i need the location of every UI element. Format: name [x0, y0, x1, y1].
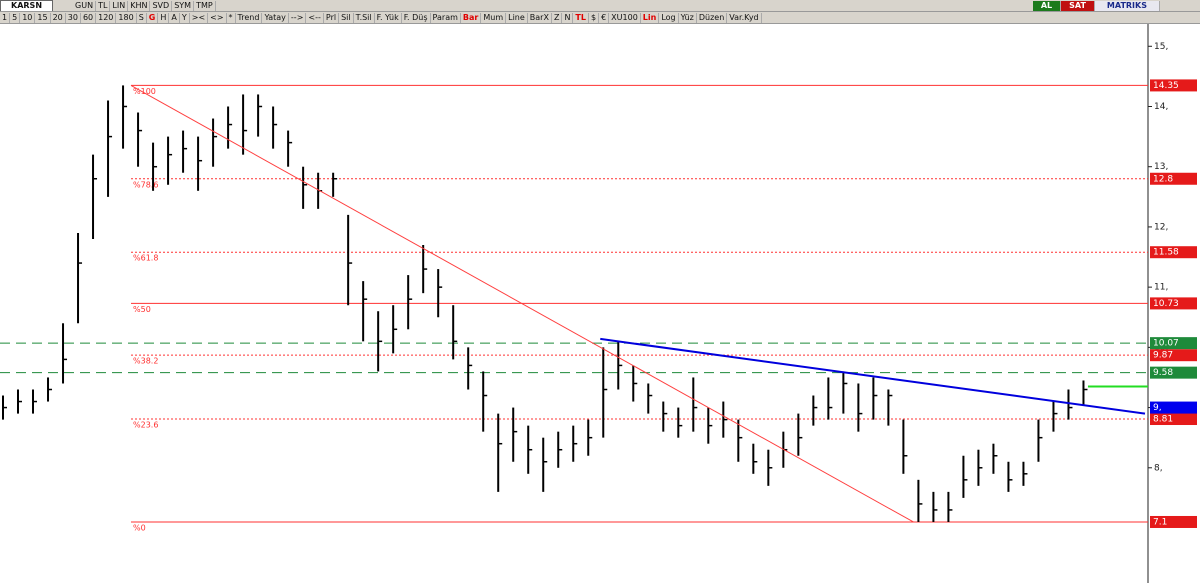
level-tag-label: 9.58	[1153, 368, 1173, 378]
fib-tag	[1150, 79, 1197, 92]
toolbar-button[interactable]: XU100	[609, 12, 641, 23]
toolbar-button[interactable]: TMP	[194, 0, 216, 11]
toolbar-button[interactable]: 5	[10, 12, 21, 23]
toolbar-button[interactable]: 120	[96, 12, 117, 23]
y-tick-label: 12,	[1154, 222, 1168, 232]
toolbar-button[interactable]: 10	[20, 12, 36, 23]
chart: 8,9,10,11,12,13,14,15,%10014.35%78.612.8…	[0, 24, 1197, 583]
fib-tag	[1150, 246, 1197, 259]
fib-label: %78.6	[133, 180, 158, 189]
toolbar-top: KARSN GUN TL LIN KHN SVD SYM TMP AL SAT MATRIKS	[0, 0, 1200, 12]
last-price-tag	[1150, 401, 1197, 414]
fib-tag	[1150, 297, 1197, 310]
fib-tag	[1150, 515, 1197, 528]
toolbar-button[interactable]: €	[599, 12, 610, 23]
toolbar-button[interactable]: Line	[506, 12, 528, 23]
toolbar-button[interactable]: H	[158, 12, 170, 23]
toolbar-button[interactable]: Lin	[641, 12, 660, 23]
toolbar-button[interactable]: Yüz	[679, 12, 697, 23]
fib-label: %50	[133, 305, 151, 314]
toolbar-button[interactable]: F. Yük	[375, 12, 402, 23]
fib-tag-label: 12.8	[1153, 174, 1173, 184]
toolbar-button[interactable]: *	[227, 12, 236, 23]
toolbar-button[interactable]: 180	[116, 12, 137, 23]
toolbar-button[interactable]: T.Sil	[354, 12, 375, 23]
toolbar-button[interactable]: 30	[66, 12, 81, 23]
fib-tag-label: 8.81	[1153, 415, 1173, 425]
last-price-tag-label: 9,	[1153, 403, 1162, 413]
level-tag	[1150, 337, 1197, 350]
y-tick-label: 8,	[1154, 463, 1163, 473]
fib-tag	[1150, 349, 1197, 362]
toolbar-button[interactable]: Var.Kyd	[727, 12, 762, 23]
toolbar-button[interactable]: S	[137, 12, 147, 23]
fib-tag-label: 9.87	[1153, 351, 1173, 361]
toolbar-button[interactable]: A	[169, 12, 180, 23]
toolbar-button[interactable]: Z	[552, 12, 563, 23]
fib-label: %0	[133, 523, 146, 532]
toolbar-button[interactable]: Log	[659, 12, 679, 23]
toolbar-button[interactable]: SVD	[150, 0, 173, 11]
y-tick-label: 11,	[1154, 283, 1168, 293]
toolbar-button[interactable]: Y	[180, 12, 190, 23]
toolbar-button[interactable]: KHN	[128, 0, 151, 11]
fib-tag-label: 11.58	[1153, 248, 1179, 258]
level-tag	[1150, 366, 1197, 379]
brand: MATRIKS	[1094, 0, 1160, 11]
toolbar-button[interactable]: G	[147, 12, 159, 23]
toolbar-button[interactable]: ><	[190, 12, 209, 23]
toolbar-bottom: 1 5 10 15 20 30 60 120 180 S G H A Y >< <> * Trend Yatay --…	[0, 12, 1200, 24]
sell-button[interactable]: SAT	[1061, 0, 1095, 11]
toolbar-button[interactable]: N	[562, 12, 574, 23]
toolbar-button[interactable]: 60	[81, 12, 97, 23]
fib-label: %61.8	[133, 254, 158, 263]
toolbar-button[interactable]: 1	[0, 12, 11, 23]
fib-tag	[1150, 413, 1197, 426]
toolbar-button[interactable]: GUN	[73, 0, 97, 11]
toolbar-button[interactable]: Yatay	[262, 12, 289, 23]
toolbar-button[interactable]: BarX	[528, 12, 552, 23]
toolbar-button[interactable]: -->	[289, 12, 307, 23]
toolbar-button[interactable]: <>	[208, 12, 227, 23]
toolbar-right: AL SAT MATRIKS	[1032, 0, 1200, 11]
toolbar-button[interactable]: F. Düş	[402, 12, 431, 23]
fib-tag-label: 7.1	[1153, 517, 1167, 527]
toolbar-button[interactable]: Sil	[339, 12, 354, 23]
toolbar-button[interactable]: TL	[96, 0, 111, 11]
toolbar-button[interactable]: 15	[35, 12, 51, 23]
y-tick-label: 13,	[1154, 162, 1168, 172]
toolbar-button[interactable]: <--	[306, 12, 324, 23]
trend-line	[600, 337, 1146, 415]
toolbar-button[interactable]: Trend	[236, 12, 263, 23]
toolbar-button[interactable]: Mum	[481, 12, 507, 23]
fib-tag-label: 10.73	[1153, 299, 1179, 309]
fib-label: %38.2	[133, 357, 158, 366]
toolbar-button[interactable]: LIN	[110, 0, 129, 11]
fib-label: %100	[133, 87, 156, 96]
toolbar-button[interactable]: TL	[573, 12, 589, 23]
fib-label: %23.6	[133, 421, 158, 430]
toolbar-button[interactable]: SYM	[172, 0, 195, 11]
toolbar-button[interactable]: Prl	[324, 12, 340, 23]
fib-tag	[1150, 172, 1197, 185]
toolbar-button[interactable]: Param	[431, 12, 461, 23]
toolbar-button[interactable]: Düzen	[697, 12, 728, 23]
y-tick-label: 15,	[1154, 42, 1168, 52]
fib-tag-label: 14.35	[1153, 81, 1179, 91]
symbol-box[interactable]: KARSN	[0, 0, 54, 11]
y-tick-label: 14,	[1154, 102, 1168, 112]
level-tag-label: 10.07	[1153, 339, 1179, 349]
toolbar-button[interactable]: 20	[51, 12, 66, 23]
toolbar-button[interactable]: Bar	[461, 12, 482, 23]
buy-button[interactable]: AL	[1032, 0, 1062, 11]
trend-line	[130, 84, 914, 523]
toolbar-button[interactable]: $	[589, 12, 600, 23]
